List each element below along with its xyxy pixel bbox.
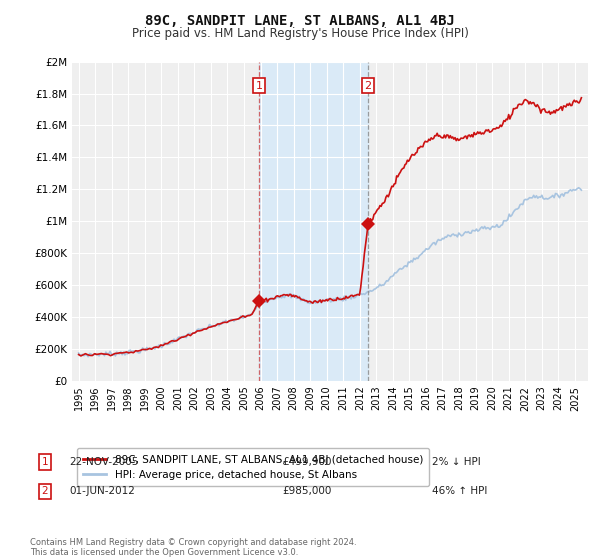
Text: 01-JUN-2012: 01-JUN-2012: [69, 486, 135, 496]
Text: 2% ↓ HPI: 2% ↓ HPI: [432, 457, 481, 467]
Text: 1: 1: [256, 81, 262, 91]
Text: 22-NOV-2005: 22-NOV-2005: [69, 457, 139, 467]
Text: 46% ↑ HPI: 46% ↑ HPI: [432, 486, 487, 496]
Legend: 89C, SANDPIT LANE, ST ALBANS, AL1 4BJ (detached house), HPI: Average price, deta: 89C, SANDPIT LANE, ST ALBANS, AL1 4BJ (d…: [77, 448, 430, 486]
Text: £985,000: £985,000: [282, 486, 331, 496]
Bar: [259, 62, 368, 381]
Text: Price paid vs. HM Land Registry's House Price Index (HPI): Price paid vs. HM Land Registry's House …: [131, 27, 469, 40]
Text: Contains HM Land Registry data © Crown copyright and database right 2024.
This d: Contains HM Land Registry data © Crown c…: [30, 538, 356, 557]
Text: 2: 2: [41, 486, 49, 496]
Text: 89C, SANDPIT LANE, ST ALBANS, AL1 4BJ: 89C, SANDPIT LANE, ST ALBANS, AL1 4BJ: [145, 14, 455, 28]
Text: £499,900: £499,900: [282, 457, 331, 467]
Text: 1: 1: [41, 457, 49, 467]
Text: 2: 2: [364, 81, 371, 91]
